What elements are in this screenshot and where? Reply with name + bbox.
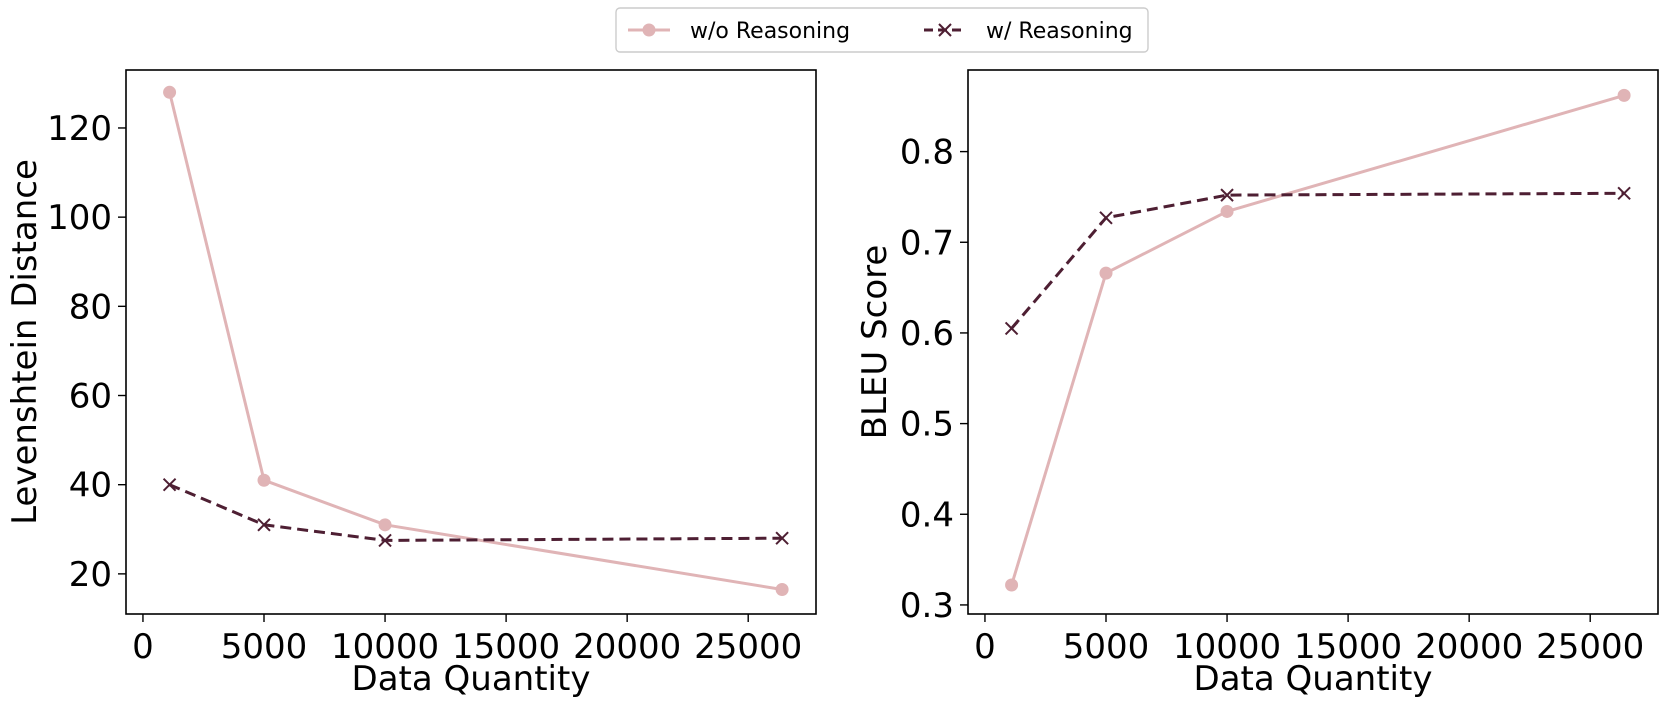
x-marker-stroke (1099, 211, 1113, 225)
legend-label: w/o Reasoning (690, 19, 850, 44)
data-point (1617, 186, 1631, 201)
x-tick-label: 10000 (1173, 627, 1281, 667)
x-tick-label: 5000 (221, 627, 308, 667)
plot-frame (125, 69, 817, 615)
levenshtein-panel: 0 5000 10000 15000 20000 25000 20 40 60 80 100 120 D… (5, 69, 817, 699)
series-line-w-o-reasoning (168, 91, 783, 591)
y-tick-label: 20 (69, 555, 112, 595)
x-tick-label: 10000 (331, 627, 439, 667)
y-tick-label: 0.4 (900, 495, 954, 535)
x-tick-label: 20000 (1415, 627, 1523, 667)
data-point (1099, 266, 1113, 280)
legend-marker (938, 23, 952, 37)
y-axis-label: BLEU Score (855, 245, 895, 440)
data-point (162, 477, 177, 492)
plot-frame (967, 69, 1659, 615)
x-tick-label: 20000 (573, 627, 681, 667)
x-tick-label: 25000 (1536, 627, 1644, 667)
data-point (163, 85, 177, 99)
x-tick-label: 0 (132, 627, 154, 667)
x-marker-stroke (162, 477, 177, 492)
data-point (257, 518, 271, 532)
x-axis-label: Data Quantity (352, 659, 591, 699)
y-tick-label: 0.7 (900, 223, 954, 263)
data-point (1099, 211, 1113, 225)
data-point (378, 518, 392, 532)
data-point (1004, 321, 1019, 336)
y-tick-label: 40 (69, 466, 112, 506)
legend-label: w/ Reasoning (986, 19, 1133, 44)
y-tick-label: 0.3 (900, 586, 954, 626)
data-point (378, 533, 392, 548)
data-point (775, 531, 789, 545)
series-line-w-o-reasoning (1010, 93, 1625, 586)
x-marker-stroke (257, 518, 271, 532)
data-point (1617, 88, 1631, 102)
y-tick-label: 60 (69, 377, 112, 417)
x-marker-stroke (1004, 321, 1019, 336)
x-marker-stroke (378, 533, 392, 548)
data-point (1220, 204, 1234, 218)
y-tick-label: 120 (47, 109, 112, 149)
y-tick-label: 100 (47, 198, 112, 238)
x-axis-label: Data Quantity (1194, 659, 1433, 699)
data-point (1005, 578, 1019, 592)
x-tick-label: 0 (974, 627, 996, 667)
x-tick-label: 15000 (452, 627, 560, 667)
y-tick-label: 0.5 (900, 405, 954, 445)
x-tick-label: 15000 (1294, 627, 1402, 667)
x-marker-stroke (1220, 188, 1234, 202)
series-line-w-reasoning (169, 483, 783, 542)
y-tick-label: 0.8 (900, 133, 954, 173)
y-axis-label: Levenshtein Distance (5, 159, 45, 525)
bleu-panel: 0 5000 10000 15000 20000 25000 0.3 0.4 0.5 0.6 0.7… (855, 69, 1659, 699)
y-tick-label: 80 (69, 287, 112, 327)
series-line-w-reasoning (1010, 191, 1625, 330)
x-tick-label: 5000 (1063, 627, 1150, 667)
data-point (775, 582, 789, 596)
y-tick-label: 0.6 (900, 314, 954, 354)
x-tick-label: 25000 (694, 627, 802, 667)
data-point (1220, 188, 1234, 202)
x-marker-stroke (1617, 186, 1631, 201)
legend-marker (642, 23, 656, 37)
data-point (257, 473, 271, 487)
legend-box (615, 7, 1149, 53)
legend: w/o Reasoning w/ Reasoning (615, 7, 1149, 53)
x-marker-stroke (775, 531, 789, 545)
